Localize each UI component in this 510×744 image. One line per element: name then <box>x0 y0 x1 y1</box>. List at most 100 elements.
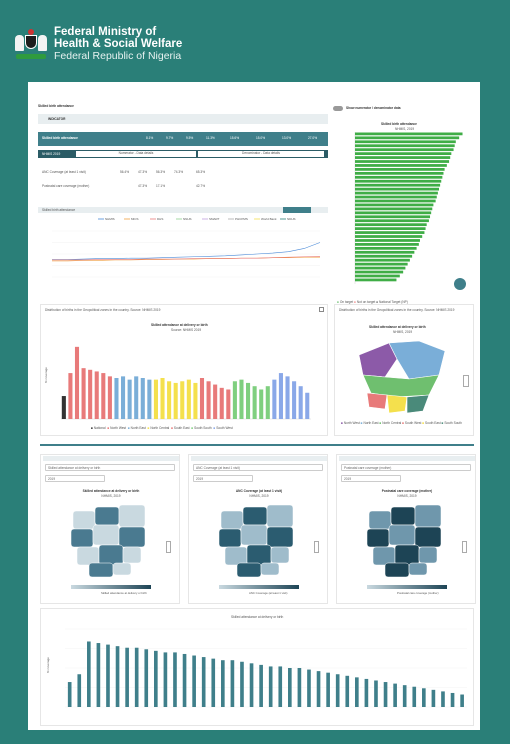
side-bar <box>355 219 429 223</box>
trend-legend-item: NDHS <box>280 217 296 221</box>
panel-title: Skilled birth attendance <box>38 104 74 108</box>
survey-bar[interactable]: NHMIS 2019 Numerator - Data details Deno… <box>38 150 328 158</box>
bottom-bar <box>297 668 302 707</box>
header-line-2: Health & Social Welfare <box>54 38 183 50</box>
indicator-label: INDICATOR <box>48 117 66 121</box>
zone-bar <box>259 389 264 419</box>
trend-legend-item: SMART <box>202 217 220 221</box>
bottom-bar <box>364 678 369 707</box>
map-legend-1: North East <box>363 421 379 425</box>
expand-icon[interactable] <box>319 307 324 312</box>
map-sub: NHMIS, 2019 <box>101 494 121 498</box>
bottom-bar <box>412 686 417 707</box>
state-region <box>408 562 428 576</box>
side-bar <box>355 227 426 230</box>
trend-legend-item: World Bank <box>254 217 277 221</box>
kpi-value-7: 27.0% <box>308 136 318 140</box>
bottom-ylabel: % coverage <box>46 657 50 673</box>
bottom-bar <box>383 682 388 707</box>
side-bar-chart <box>354 132 463 284</box>
side-bar <box>355 179 442 183</box>
svg-text:DHS: DHS <box>157 217 163 221</box>
indicator-panel: Skilled birth attendance INDICATOR Skill… <box>38 102 328 202</box>
map-legend-label: ANC Coverage (at least 1 visit) <box>249 591 288 595</box>
trend-series-line <box>52 242 321 260</box>
row2-value-1: 17.1% <box>156 184 166 188</box>
year-dropdown[interactable]: 2019 <box>341 475 401 482</box>
state-map-panel: Postnatal care coverage (mother) 2019 Po… <box>336 454 476 604</box>
row2-label: Postnatal care coverage (mother) <box>42 184 90 188</box>
bottom-bar <box>201 657 206 707</box>
state-region <box>368 510 392 530</box>
header-line-3: Federal Republic of Nigeria <box>54 50 182 62</box>
map-legend-4: South East <box>425 421 441 425</box>
bottom-bar <box>345 675 350 707</box>
side-panel: Show numerator / denominator data Skille… <box>333 102 473 304</box>
zone-bar <box>206 381 211 419</box>
bottom-bar <box>134 647 139 707</box>
zone-bar <box>292 381 297 419</box>
zone-bar <box>173 382 178 419</box>
state-region <box>70 528 94 548</box>
year-value: 2019 <box>48 477 56 481</box>
zone-bar <box>74 346 80 419</box>
trend-title: Skilled birth attendance <box>42 208 76 212</box>
kpi-label: Skilled birth attendance <box>42 136 78 140</box>
zone-map-title: Skilled attendance at delivery or birth <box>369 325 426 329</box>
bottom-bar <box>67 682 72 707</box>
side-bar <box>355 239 420 242</box>
zone-bar <box>140 378 145 419</box>
denominator-button[interactable]: Denominator - Data details <box>198 151 324 157</box>
zone-bar <box>252 386 257 419</box>
map-legend-5: South South <box>444 421 462 425</box>
numerator-button[interactable]: Numerator - Data details <box>76 151 196 157</box>
year-dropdown[interactable]: 2019 <box>45 475 105 482</box>
zone-bar <box>199 378 205 419</box>
bottom-chart-title: Skilled attendance at delivery or birth <box>231 615 284 619</box>
side-bar <box>355 235 423 238</box>
state-region <box>92 524 120 546</box>
zone-bar <box>147 379 152 419</box>
side-bar <box>355 195 437 199</box>
side-bar <box>355 152 452 155</box>
bottom-bar <box>144 649 149 707</box>
side-bar <box>355 258 410 262</box>
indicator-dropdown[interactable]: ANC Coverage (at least 1 visit) <box>193 464 323 471</box>
state-region <box>88 562 114 578</box>
bottom-bar-chart: % coverage <box>46 628 467 708</box>
state-region <box>418 546 438 564</box>
choropleth-map <box>218 504 294 578</box>
indicator-dropdown[interactable]: Postnatal care coverage (mother) <box>341 464 471 471</box>
survey-label: NHMIS 2019 <box>42 152 61 156</box>
bottom-bar <box>125 647 129 707</box>
map-legend-scale <box>367 585 447 589</box>
state-region <box>76 546 100 566</box>
indicator-dropdown[interactable]: Skilled attendance at delivery or birth <box>45 464 175 471</box>
side-bar <box>355 278 397 282</box>
side-bar <box>355 207 433 211</box>
year-dropdown[interactable]: 2019 <box>193 475 253 482</box>
map-legend-0: North West <box>343 421 360 425</box>
trend-toggle-button[interactable] <box>283 207 311 213</box>
side-bar <box>355 191 438 195</box>
header-line-1: Federal Ministry of <box>54 26 157 38</box>
svg-text:NDHS: NDHS <box>287 217 296 221</box>
zoom-control[interactable] <box>462 541 467 553</box>
zoom-control[interactable] <box>314 541 319 553</box>
side-chart-subtitle: NHMIS, 2019 <box>395 127 415 131</box>
svg-text:World Bank: World Bank <box>261 217 277 221</box>
state-region <box>118 526 146 548</box>
state-region <box>122 546 142 564</box>
side-bar <box>355 148 454 152</box>
side-bar <box>355 171 444 175</box>
zoom-control[interactable] <box>166 541 171 553</box>
bottom-bar <box>460 694 464 707</box>
numdenom-toggle[interactable] <box>333 106 343 111</box>
side-bar <box>355 266 406 270</box>
zoom-control[interactable] <box>463 375 469 387</box>
svg-text:NNHS: NNHS <box>183 217 192 221</box>
chevron-down-icon[interactable] <box>454 278 466 290</box>
side-bar <box>355 215 431 219</box>
state-region <box>270 546 290 564</box>
coat-of-arms-icon <box>14 29 48 59</box>
